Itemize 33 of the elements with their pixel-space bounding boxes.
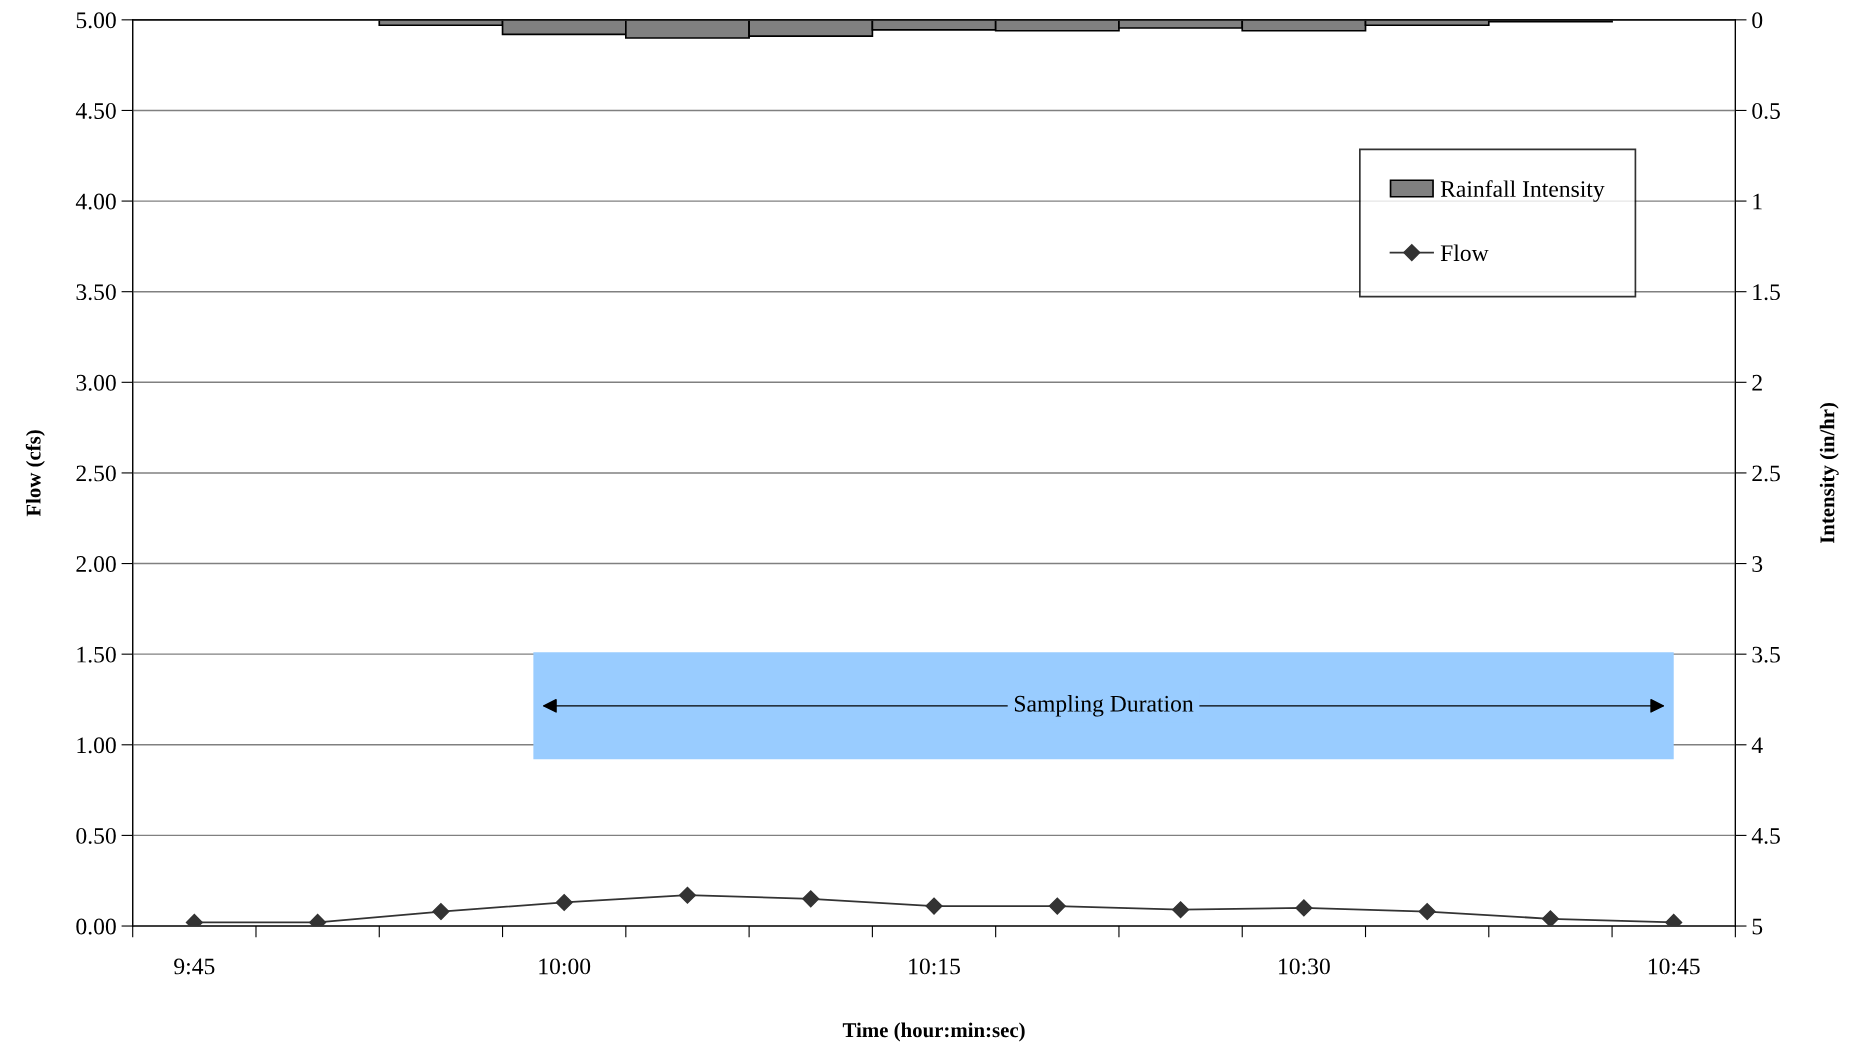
y-tick-label: 4.00: [75, 193, 116, 210]
y-tick-label: 3.00: [76, 374, 116, 391]
y2-tick-label: 4.5: [1751, 828, 1780, 844]
legend-label: Rainfall Intensity: [1440, 180, 1605, 202]
x-tick-label: 10:45: [1648, 958, 1700, 975]
y2-tick-label: 3: [1752, 556, 1763, 572]
y2-tick-label: 3.5: [1752, 646, 1780, 663]
x-tick-label: 10:30: [1279, 958, 1330, 975]
legend-label: Flow: [1440, 244, 1489, 262]
band-label: Sampling Duration: [1014, 695, 1194, 717]
y-tick-label: 5.00: [76, 12, 116, 29]
y-tick-label: 2.50: [76, 465, 116, 482]
x-tick-label: 9:45: [174, 958, 215, 975]
y2-tick-label: 2.5: [1752, 465, 1780, 482]
y2-tick-label: 0.5: [1752, 102, 1780, 119]
y2-tick-label: 5: [1752, 918, 1763, 935]
x-tick-label: 10:15: [909, 958, 960, 975]
y2-tick-label: 1.5: [1753, 284, 1780, 301]
y2-tick-label: 0: [1752, 12, 1763, 29]
y2-tick-label: 4: [1751, 737, 1763, 753]
y-tick-label: 1.00: [77, 737, 116, 754]
y-tick-label: 0.50: [76, 827, 116, 844]
y2-axis-title: Intensity (in/hr): [1819, 402, 1839, 544]
y2-tick-label: 2: [1752, 374, 1762, 391]
y-axis-title: Flow (cfs): [25, 430, 45, 517]
y2-tick-label: 1: [1753, 193, 1762, 210]
y-tick-label: 3.50: [76, 284, 116, 301]
y-tick-label: 1.50: [77, 646, 116, 663]
x-tick-label: 10:00: [539, 958, 591, 975]
x-axis-title: Time (hour:min:sec): [842, 1022, 1025, 1042]
y-tick-label: 0.00: [76, 918, 116, 935]
y-tick-label: 2.00: [76, 556, 116, 573]
y-tick-label: 4.50: [75, 102, 116, 119]
